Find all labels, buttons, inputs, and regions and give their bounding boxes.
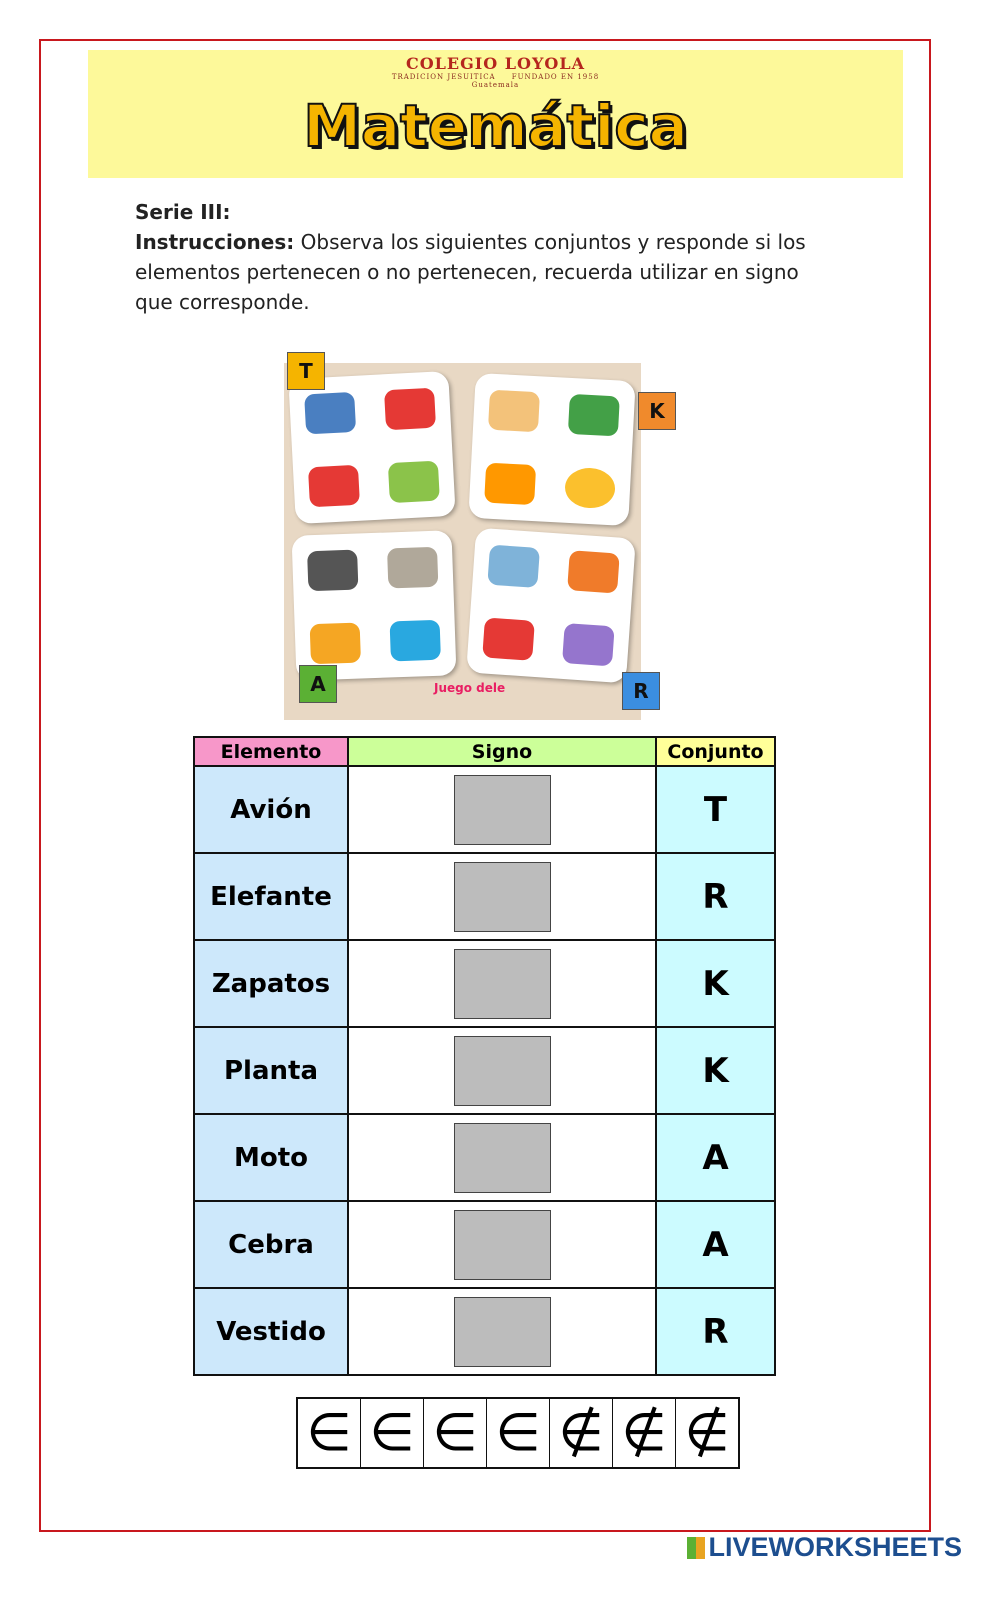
- dolphin-icon: [389, 619, 441, 662]
- set-k-card: [468, 372, 636, 527]
- element-cell: Avión: [193, 765, 349, 854]
- car-icon: [307, 464, 360, 508]
- page-title: Matemática: [302, 91, 689, 161]
- sign-cell: [347, 939, 657, 1028]
- sign-drop-zone[interactable]: [453, 774, 551, 845]
- logo-city: Guatemala: [471, 81, 520, 89]
- logo-left: TRADICION JESUITICA: [391, 73, 496, 81]
- sign-drop-zone[interactable]: [453, 1122, 551, 1193]
- header-set: Conjunto: [655, 736, 776, 767]
- logo-name: COLEGIO LOYOLA: [406, 54, 585, 73]
- bicycle-icon: [304, 392, 357, 435]
- dress-icon: [562, 622, 615, 667]
- not-belongs-symbol[interactable]: ∉: [684, 1403, 730, 1463]
- scooter-icon: [387, 460, 440, 503]
- overalls-icon: [487, 544, 540, 589]
- plant-icon: [567, 394, 620, 437]
- symbol-bank: ∈ ∈ ∈ ∈ ∉ ∉ ∉: [296, 1397, 740, 1469]
- header-element: Elemento: [193, 736, 349, 767]
- set-r-card: [466, 527, 636, 684]
- table-row: Avión T: [193, 765, 776, 854]
- sign-cell: [347, 1200, 657, 1289]
- set-cell: A: [655, 1200, 776, 1289]
- logo-subtitle: TRADICION JESUITICA FUNDADO EN 1958: [88, 73, 903, 81]
- set-a-card: [291, 530, 457, 681]
- elephant-icon: [387, 547, 439, 589]
- set-label-k: K: [638, 392, 676, 430]
- sign-cell: [347, 765, 657, 854]
- sign-cell: [347, 1026, 657, 1115]
- school-logo: COLEGIO LOYOLA TRADICION JESUITICA FUNDA…: [88, 54, 903, 89]
- element-cell: Elefante: [193, 852, 349, 941]
- element-cell: Zapatos: [193, 939, 349, 1028]
- not-belongs-symbol[interactable]: ∉: [550, 1399, 613, 1467]
- brand-text: LIVEWORKSHEETS: [708, 1532, 962, 1562]
- set-t-card: [288, 370, 456, 525]
- table-row: Cebra A: [193, 1200, 776, 1289]
- lw-icon: [687, 1537, 706, 1559]
- logo-right: FUNDADO EN 1958: [511, 73, 600, 81]
- instructions-label: Instrucciones:: [135, 230, 295, 254]
- set-label-a: A: [299, 665, 337, 703]
- picture-watermark: Juego dele: [434, 681, 506, 695]
- set-cell: R: [655, 1287, 776, 1376]
- page-frame: [39, 39, 931, 1532]
- serie-label: Serie III:: [135, 200, 231, 224]
- blocks-icon: [487, 389, 540, 433]
- set-cell: A: [655, 1113, 776, 1202]
- stacking-rings-icon: [484, 462, 537, 505]
- sign-drop-zone[interactable]: [453, 948, 551, 1019]
- header-banner: COLEGIO LOYOLA TRADICION JESUITICA FUNDA…: [88, 50, 903, 178]
- sign-cell: [347, 852, 657, 941]
- airplane-icon: [384, 387, 437, 431]
- shoes-icon: [482, 617, 535, 661]
- tiger-icon: [309, 622, 361, 664]
- set-label-r: R: [622, 672, 660, 710]
- element-cell: Moto: [193, 1113, 349, 1202]
- sign-cell: [347, 1287, 657, 1376]
- sign-cell: [347, 1113, 657, 1202]
- sign-drop-zone[interactable]: [453, 1296, 551, 1367]
- belongs-symbol[interactable]: ∈: [361, 1399, 424, 1467]
- set-cell: K: [655, 1026, 776, 1115]
- sign-drop-zone[interactable]: [453, 1209, 551, 1280]
- set-cell: T: [655, 765, 776, 854]
- belongs-symbol[interactable]: ∈: [424, 1399, 487, 1467]
- table-row: Moto A: [193, 1113, 776, 1202]
- set-cell: R: [655, 852, 776, 941]
- sign-drop-zone[interactable]: [453, 861, 551, 932]
- belongs-symbol[interactable]: ∈: [298, 1399, 361, 1467]
- header-sign: Signo: [347, 736, 657, 767]
- instructions: Serie III: Instrucciones: Observa los si…: [135, 197, 835, 317]
- table-row: Zapatos K: [193, 939, 776, 1028]
- element-cell: Cebra: [193, 1200, 349, 1289]
- zebra-icon: [307, 549, 359, 592]
- table-row: Planta K: [193, 1026, 776, 1115]
- sets-picture: Juego dele: [284, 363, 641, 720]
- table-row: Elefante R: [193, 852, 776, 941]
- answer-table: Elemento Signo Conjunto Avión T Elefante …: [193, 736, 776, 1376]
- ball-icon: [564, 466, 617, 510]
- belongs-symbol[interactable]: ∈: [487, 1399, 550, 1467]
- element-cell: Planta: [193, 1026, 349, 1115]
- liveworksheets-logo: LIVEWORKSHEETS: [687, 1532, 962, 1563]
- sign-drop-zone[interactable]: [453, 1035, 551, 1106]
- element-cell: Vestido: [193, 1287, 349, 1376]
- instructions-text: Observa los siguientes conjuntos y respo…: [135, 230, 806, 314]
- not-belongs-symbol[interactable]: ∉: [613, 1399, 676, 1467]
- jacket-icon: [567, 550, 620, 594]
- set-cell: K: [655, 939, 776, 1028]
- table-row: Vestido R: [193, 1287, 776, 1376]
- set-label-t: T: [287, 352, 325, 390]
